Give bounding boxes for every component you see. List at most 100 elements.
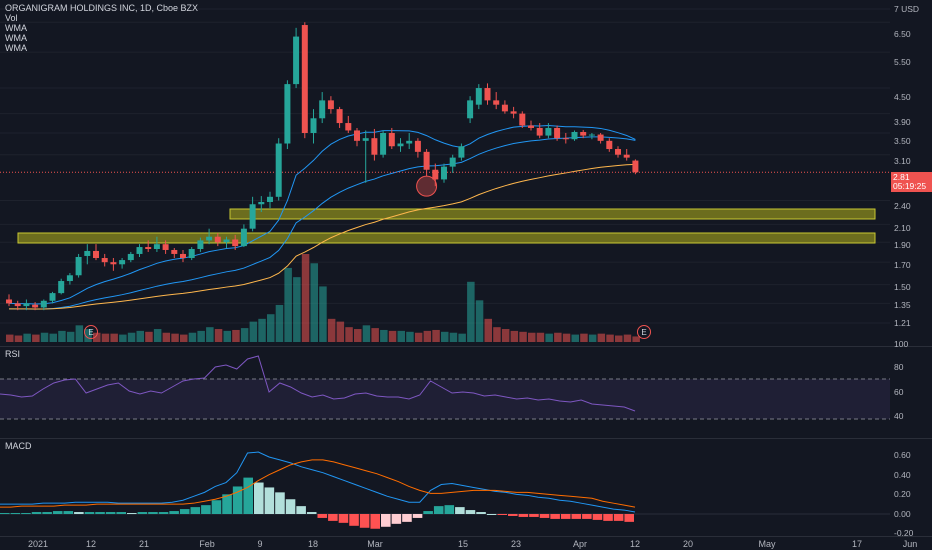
macd-label[interactable]: MACD bbox=[5, 441, 32, 451]
candle-body bbox=[554, 127, 561, 139]
price-tick: 1.35 bbox=[894, 300, 911, 310]
price-tick: 2.40 bbox=[894, 201, 911, 211]
rsi-pane[interactable]: RSI bbox=[0, 347, 890, 438]
candle-body bbox=[284, 84, 291, 144]
volume-bar bbox=[301, 254, 310, 342]
indicator-wma-1[interactable]: WMA bbox=[5, 23, 27, 33]
earnings-marker-label: E bbox=[641, 328, 646, 337]
indicator-wma-2[interactable]: WMA bbox=[5, 33, 27, 43]
indicator-wma-3[interactable]: WMA bbox=[5, 43, 27, 53]
price-tick: 1.90 bbox=[894, 240, 911, 250]
volume-bar bbox=[23, 333, 31, 342]
volume-bar bbox=[562, 333, 571, 342]
candle-body bbox=[58, 281, 65, 294]
macd-histogram-bar bbox=[624, 514, 634, 522]
macd-histogram-bar bbox=[433, 506, 444, 514]
volume-bar bbox=[354, 329, 362, 342]
volume-bar bbox=[432, 329, 440, 342]
macd-histogram-bar bbox=[582, 514, 592, 519]
candle-body bbox=[240, 228, 247, 247]
time-axis[interactable]: 2021 12 21 Feb 9 18 Mar 15 23 Apr 12 20 … bbox=[0, 536, 917, 550]
volume-bar bbox=[588, 334, 597, 342]
macd-line bbox=[0, 451, 636, 513]
candle-body bbox=[362, 138, 369, 141]
volume-bar bbox=[406, 331, 414, 342]
candle-body bbox=[171, 249, 178, 254]
price-tick: 6.50 bbox=[894, 29, 911, 39]
volume-bar bbox=[58, 330, 66, 342]
candle-body bbox=[458, 146, 465, 158]
candle-body bbox=[49, 293, 56, 301]
macd-histogram-bar bbox=[179, 509, 190, 514]
candle-body bbox=[249, 204, 256, 229]
candle-body bbox=[101, 258, 108, 263]
time-label: 15 bbox=[457, 539, 469, 549]
macd-histogram-bar bbox=[201, 505, 211, 514]
currency-label: USD bbox=[901, 4, 920, 14]
macd-histogram-bar bbox=[508, 514, 518, 516]
symbol-title[interactable]: ORGANIGRAM HOLDINGS INC, 1D, Cboe BZX bbox=[5, 3, 199, 13]
candle-body bbox=[336, 109, 343, 124]
candle-body bbox=[23, 303, 30, 307]
candle-body bbox=[110, 262, 117, 265]
volume-bar bbox=[545, 333, 553, 342]
volume-bar bbox=[484, 318, 492, 342]
support-zone-upper bbox=[229, 208, 876, 220]
macd-histogram-bar bbox=[42, 512, 52, 514]
candle-body bbox=[441, 166, 447, 180]
macd-histogram-bar bbox=[381, 514, 391, 527]
volume-bar bbox=[345, 327, 353, 342]
macd-histogram-bar bbox=[84, 512, 95, 514]
macd-histogram-bar bbox=[349, 514, 359, 526]
macd-histogram-bar bbox=[31, 512, 42, 514]
macd-chart[interactable] bbox=[0, 439, 890, 536]
pane-separator[interactable] bbox=[0, 438, 932, 439]
volume-bar bbox=[258, 318, 266, 342]
macd-histogram-bar bbox=[137, 512, 148, 514]
macd-histogram-bar bbox=[95, 512, 105, 514]
time-label: 20 bbox=[682, 539, 694, 549]
volume-bar bbox=[536, 332, 545, 342]
candle-body bbox=[66, 275, 73, 282]
price-tick: 7 USD bbox=[894, 4, 920, 14]
macd-histogram-bar bbox=[275, 492, 285, 514]
volume-bar bbox=[380, 329, 388, 342]
rsi-label[interactable]: RSI bbox=[5, 349, 21, 359]
macd-axis[interactable]: 0.60 0.40 0.20 0.00 -0.20 bbox=[890, 439, 932, 538]
candle-body bbox=[93, 250, 99, 259]
candle-body bbox=[214, 236, 221, 243]
time-label: 2021 bbox=[27, 539, 49, 549]
volume-bar bbox=[336, 321, 345, 342]
rsi-axis[interactable]: 100 80 60 40 bbox=[890, 339, 932, 438]
rsi-chart[interactable] bbox=[0, 347, 890, 438]
candle-body bbox=[275, 143, 282, 197]
price-axis[interactable]: 7 USD 6.50 5.50 4.50 3.90 3.50 3.10 2.40… bbox=[890, 0, 932, 346]
candle-body bbox=[84, 250, 91, 256]
volume-bar bbox=[49, 333, 57, 342]
volume-bar bbox=[293, 277, 301, 342]
volume-bar bbox=[475, 300, 484, 342]
candle-body bbox=[484, 88, 491, 101]
volume-bar bbox=[223, 330, 231, 342]
candle-body bbox=[206, 236, 213, 241]
price-tick: 1.50 bbox=[894, 282, 911, 292]
macd-histogram-bar bbox=[465, 510, 476, 514]
macd-histogram-bar bbox=[359, 514, 370, 528]
candle-body bbox=[632, 160, 639, 173]
indicator-vol[interactable]: Vol bbox=[5, 13, 18, 23]
candle-body bbox=[615, 149, 621, 155]
candle-body bbox=[327, 100, 334, 110]
volume-bar bbox=[14, 335, 23, 342]
macd-histogram-bar bbox=[63, 511, 74, 514]
candle-body bbox=[432, 169, 439, 180]
volume-bar bbox=[197, 330, 205, 342]
pane-separator[interactable] bbox=[0, 346, 932, 347]
pane-separator bbox=[0, 536, 932, 537]
volume-bar bbox=[171, 333, 179, 342]
macd-pane[interactable]: MACD bbox=[0, 439, 890, 536]
last-price-value: 2.81 bbox=[893, 172, 910, 182]
wma-line-mid bbox=[8, 136, 636, 310]
volume-bar bbox=[327, 318, 336, 342]
